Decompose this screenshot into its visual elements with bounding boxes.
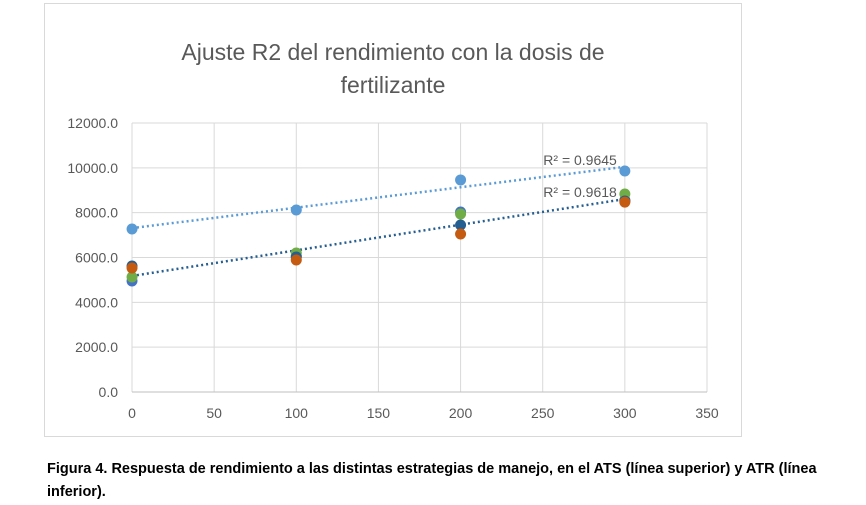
x-tick-label: 0: [128, 405, 136, 421]
y-tick-label: 4000.0: [75, 294, 118, 310]
data-point-atr-2: [126, 271, 138, 283]
data-point-ats: [290, 204, 302, 216]
y-tick-label: 0.0: [99, 384, 119, 400]
x-tick-label: 300: [613, 405, 637, 421]
y-tick-label: 8000.0: [75, 205, 118, 221]
x-tick-label: 200: [449, 405, 473, 421]
figure-caption: Figura 4. Respuesta de rendimiento a las…: [47, 458, 857, 504]
x-tick-label: 350: [695, 405, 719, 421]
data-point-atr-4: [290, 254, 302, 266]
caption-line-2: inferior).: [47, 484, 106, 500]
chart-frame: [44, 3, 742, 437]
r-squared-label: R² = 0.9645: [543, 152, 617, 168]
data-point-atr-4: [619, 196, 631, 208]
y-tick-label: 2000.0: [75, 339, 118, 355]
y-tick-label: 12000.0: [67, 115, 118, 131]
data-point-ats: [126, 223, 138, 235]
data-point-atr-3: [455, 219, 467, 231]
x-tick-label: 250: [531, 405, 555, 421]
data-point-ats: [619, 165, 631, 177]
chart-title-line: fertilizante: [341, 72, 446, 98]
data-point-atr-2: [455, 208, 467, 220]
y-tick-label: 6000.0: [75, 250, 118, 266]
y-tick-label: 10000.0: [67, 160, 118, 176]
r-squared-label: R² = 0.9618: [543, 184, 617, 200]
data-point-atr-4: [126, 262, 138, 274]
x-tick-label: 50: [206, 405, 222, 421]
data-point-atr-4: [455, 228, 467, 240]
caption-line-1: Figura 4. Respuesta de rendimiento a las…: [47, 461, 817, 477]
data-point-ats: [455, 174, 467, 186]
x-tick-label: 100: [285, 405, 309, 421]
chart-title-line: Ajuste R2 del rendimiento con la dosis d…: [181, 39, 604, 65]
trendline: [131, 197, 626, 278]
x-tick-label: 150: [367, 405, 391, 421]
